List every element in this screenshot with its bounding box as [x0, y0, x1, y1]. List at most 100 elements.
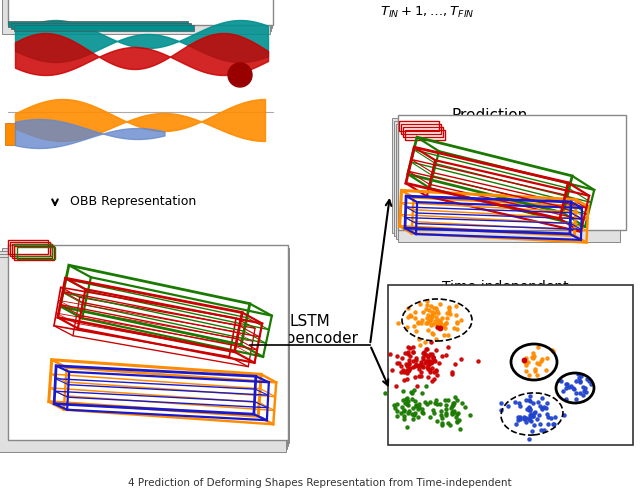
Point	[406, 388, 417, 396]
Point	[570, 378, 580, 385]
Point	[434, 359, 444, 367]
Point	[435, 300, 445, 308]
Point	[571, 389, 581, 397]
Point	[435, 321, 445, 329]
Point	[543, 420, 554, 428]
Point	[392, 411, 402, 419]
Point	[413, 362, 424, 370]
Point	[428, 330, 438, 338]
Point	[402, 366, 412, 374]
Point	[550, 413, 560, 421]
Point	[429, 368, 440, 376]
Point	[408, 348, 418, 356]
Point	[452, 409, 463, 416]
Point	[536, 357, 546, 365]
Point	[424, 317, 435, 325]
Point	[520, 358, 531, 366]
Point	[442, 314, 452, 322]
Point	[441, 319, 451, 327]
Point	[435, 318, 445, 326]
Point	[440, 324, 451, 332]
Point	[443, 396, 453, 404]
Point	[408, 363, 418, 371]
Point	[432, 371, 442, 379]
Point	[415, 360, 426, 368]
Point	[548, 420, 558, 428]
Point	[429, 304, 439, 312]
Point	[417, 389, 428, 397]
Point	[428, 320, 438, 327]
Point	[452, 417, 463, 425]
Point	[428, 329, 438, 337]
Point	[432, 417, 442, 425]
Point	[401, 395, 411, 403]
Point	[435, 319, 445, 327]
Bar	[8, 240, 48, 254]
Bar	[403, 127, 443, 137]
Point	[402, 369, 412, 377]
Point	[428, 377, 438, 385]
Point	[541, 410, 552, 418]
Point	[515, 413, 525, 421]
Point	[564, 383, 574, 391]
Point	[404, 356, 415, 364]
Point	[525, 392, 535, 400]
Point	[575, 377, 586, 385]
Point	[451, 320, 461, 327]
Point	[435, 317, 445, 325]
Point	[413, 372, 424, 380]
Point	[429, 309, 440, 317]
Point	[435, 324, 445, 332]
Point	[408, 414, 418, 422]
Point	[431, 304, 442, 312]
Point	[400, 399, 410, 407]
Point	[400, 349, 410, 357]
Point	[421, 382, 431, 390]
Point	[438, 321, 448, 329]
Point	[575, 389, 585, 397]
Point	[450, 393, 460, 401]
Point	[408, 343, 418, 351]
Point	[418, 409, 428, 417]
Point	[456, 316, 466, 324]
Point	[429, 399, 440, 407]
Point	[426, 350, 436, 358]
Point	[410, 308, 420, 316]
Point	[533, 398, 543, 406]
Bar	[8, 0, 273, 25]
Point	[424, 317, 434, 325]
Point	[427, 358, 437, 366]
Point	[414, 404, 424, 411]
Bar	[401, 124, 441, 134]
Point	[429, 409, 439, 417]
Point	[451, 413, 461, 421]
Point	[578, 391, 588, 399]
Point	[397, 354, 407, 362]
Point	[522, 406, 532, 413]
Point	[510, 398, 520, 406]
Point	[556, 377, 566, 384]
Point	[436, 407, 446, 415]
Point	[528, 412, 538, 420]
Point	[557, 387, 568, 395]
Point	[413, 400, 424, 408]
Point	[403, 304, 413, 312]
Point	[457, 399, 467, 407]
Point	[396, 368, 406, 376]
Point	[515, 415, 525, 423]
Point	[409, 386, 419, 394]
Point	[529, 421, 539, 429]
Point	[423, 318, 433, 326]
Point	[394, 359, 404, 367]
Point	[436, 353, 447, 360]
Point	[417, 362, 428, 370]
Bar	[14, 244, 52, 256]
Point	[407, 395, 417, 403]
Point	[420, 305, 431, 313]
Point	[465, 411, 476, 419]
Point	[410, 401, 420, 409]
Point	[444, 303, 454, 311]
Bar	[0, 251, 288, 446]
Point	[390, 405, 401, 412]
Point	[449, 360, 460, 368]
